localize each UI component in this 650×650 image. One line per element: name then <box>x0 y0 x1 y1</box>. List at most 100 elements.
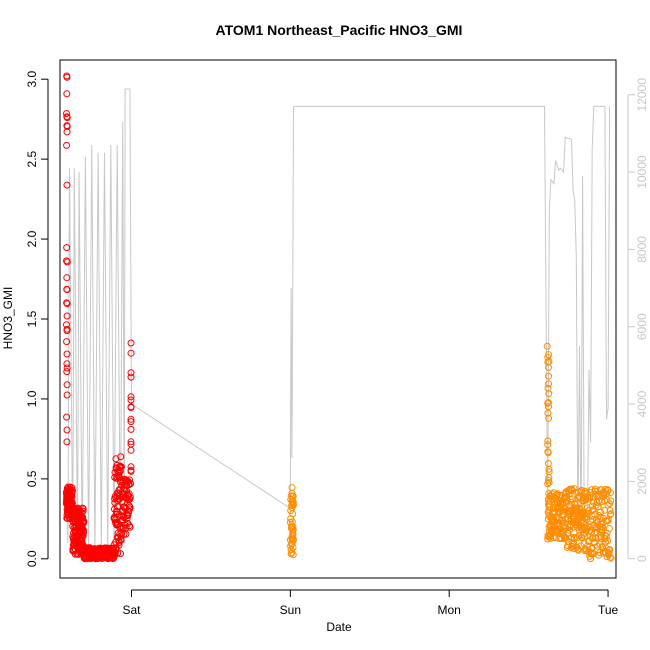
data-point <box>288 489 296 497</box>
data-point <box>599 523 607 531</box>
data-point <box>79 505 87 513</box>
data-point <box>288 504 296 512</box>
data-point <box>63 285 71 293</box>
y-left-tick-label: 1.5 <box>25 310 39 327</box>
data-point <box>63 141 71 149</box>
data-point <box>63 258 71 266</box>
data-point <box>124 512 132 519</box>
data-point <box>570 485 578 493</box>
x-tick-label: Sat <box>122 603 141 617</box>
data-point <box>607 554 615 562</box>
data-point <box>117 463 125 471</box>
data-point <box>544 448 552 456</box>
data-point <box>603 517 611 525</box>
data-point <box>544 399 552 407</box>
data-point <box>598 526 606 534</box>
data-point <box>606 546 614 554</box>
data-point <box>581 532 589 540</box>
data-point <box>127 463 135 471</box>
data-point <box>545 380 553 388</box>
data-point <box>568 495 576 503</box>
y-left-tick-label: 0.5 <box>25 470 39 487</box>
data-point <box>127 438 135 446</box>
data-point <box>570 545 578 552</box>
data-point <box>126 493 134 501</box>
data-point <box>127 467 135 475</box>
altitude-series-line <box>65 88 611 553</box>
data-point <box>127 373 135 381</box>
data-point <box>115 471 123 479</box>
plot-frame <box>59 59 617 579</box>
data-point <box>127 446 135 454</box>
data-point <box>117 550 124 558</box>
data-point <box>586 493 594 501</box>
data-point <box>63 413 71 421</box>
y-right-tick-label: 8000 <box>635 236 649 263</box>
data-point <box>116 467 124 475</box>
data-point <box>63 325 71 333</box>
y-left-tick-label: 1.0 <box>25 390 39 407</box>
data-point <box>63 350 71 358</box>
data-point <box>119 512 127 520</box>
data-point <box>63 181 71 189</box>
data-point <box>63 338 71 346</box>
data-point <box>63 381 71 389</box>
data-point <box>127 393 135 401</box>
y-left-tick-label: 2.5 <box>25 150 39 167</box>
data-point <box>63 122 71 130</box>
altitude-layer <box>65 88 611 553</box>
data-point <box>602 532 610 540</box>
data-point <box>79 507 87 515</box>
data-point <box>127 403 135 411</box>
data-point <box>607 510 615 518</box>
data-point <box>544 358 552 366</box>
data-point <box>110 515 118 523</box>
data-point <box>573 534 581 542</box>
data-point <box>597 533 605 541</box>
data-point <box>68 489 76 497</box>
data-point <box>127 418 135 426</box>
data-point <box>544 353 552 361</box>
data-point <box>127 369 135 377</box>
data-point <box>288 539 296 547</box>
data-point <box>63 113 71 121</box>
y-right-tick-label: 10000 <box>635 155 649 189</box>
data-point <box>288 549 296 557</box>
y-left-tick-label: 0.0 <box>25 550 39 567</box>
data-point <box>287 515 295 523</box>
y-axis-label: HNO3_GMI <box>1 287 15 350</box>
data-point <box>545 476 552 484</box>
data-point <box>63 360 71 368</box>
data-point <box>63 110 70 117</box>
data-point <box>63 72 71 80</box>
chart-title: ATOM1 Northeast_Pacific HNO3_GMI <box>216 22 463 38</box>
data-point <box>607 497 615 505</box>
data-point <box>573 504 581 512</box>
data-point <box>543 342 551 350</box>
data-point <box>544 441 552 449</box>
y-left-tick-label: 2.0 <box>25 230 39 247</box>
data-point <box>80 528 88 535</box>
x-tick-label: Sun <box>280 603 301 617</box>
y-left-tick-label: 3.0 <box>25 71 39 88</box>
data-point <box>545 414 553 422</box>
data-point <box>544 399 552 407</box>
data-point <box>126 523 134 531</box>
data-point <box>63 391 71 399</box>
x-tick-label: Tue <box>598 603 619 617</box>
data-point <box>127 396 135 404</box>
data-point <box>80 517 88 525</box>
y-right-tick-label: 0 <box>635 555 649 562</box>
data-point <box>117 463 125 471</box>
y-right-tick-label: 12000 <box>635 78 649 112</box>
data-point <box>63 321 70 329</box>
data-point <box>607 489 614 497</box>
y-right-tick-label: 2000 <box>635 468 649 495</box>
data-point <box>111 549 119 557</box>
data-point <box>287 492 295 500</box>
data-point <box>588 507 596 515</box>
data-point <box>544 409 552 417</box>
data-point <box>114 549 122 557</box>
data-point <box>544 480 552 488</box>
